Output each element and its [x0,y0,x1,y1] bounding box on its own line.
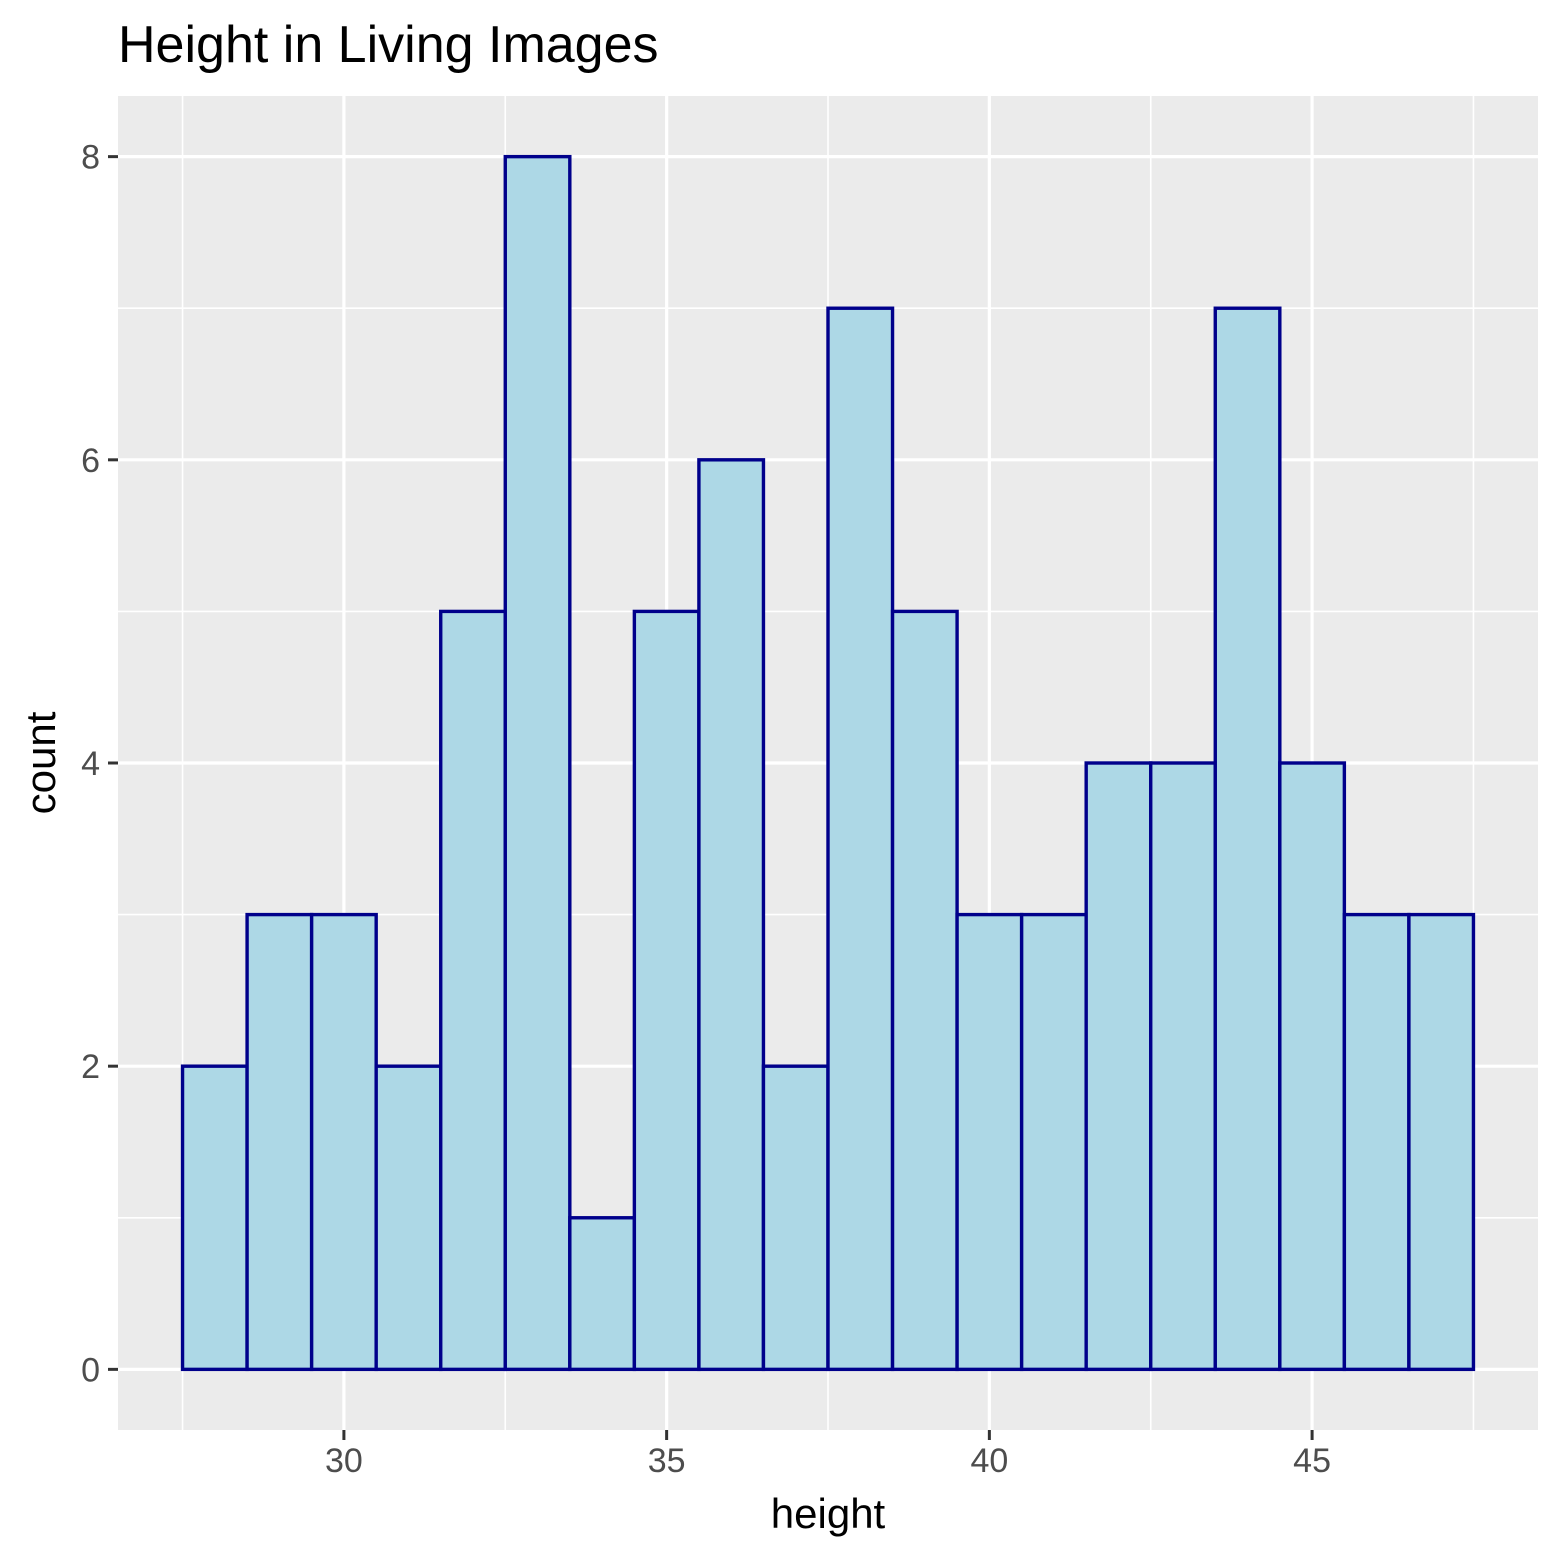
x-tick-label: 30 [325,1442,363,1480]
histogram-bar [632,609,701,1372]
histogram-bar [955,912,1024,1372]
y-tick-label: 8 [81,139,100,177]
histogram-bar [1149,761,1217,1372]
histogram-bars [180,154,1476,1372]
histogram-bar [761,1064,830,1372]
histogram-bar [890,609,959,1372]
histogram-bar [1019,912,1088,1372]
x-axis-title: height [771,1490,886,1537]
y-tick-label: 2 [81,1048,100,1086]
x-tick-label: 35 [648,1442,686,1480]
histogram-bar [1407,912,1476,1372]
y-tick-label: 4 [81,745,100,783]
histogram-bar [1213,306,1282,1372]
histogram-bar [1342,912,1411,1372]
histogram-bar [245,912,314,1372]
histogram-bar [697,458,766,1372]
histogram-bar [826,306,895,1372]
histogram-bar [374,1064,443,1372]
y-tick-label: 0 [81,1351,100,1389]
chart-title: Height in Living Images [118,16,659,74]
histogram-bar [503,154,572,1372]
histogram-bar [568,1216,637,1372]
y-axis: 0 2 4 6 8 [81,139,118,1389]
x-axis: 30 35 40 45 [325,1430,1331,1480]
histogram-bar [1278,761,1347,1372]
histogram-bar [309,912,378,1372]
histogram-bar [180,1064,249,1372]
x-tick-label: 45 [1293,1442,1331,1480]
histogram-bar [439,609,507,1372]
y-axis-title: count [17,711,64,814]
y-tick-label: 6 [81,442,100,480]
x-tick-label: 40 [970,1442,1008,1480]
histogram-bar [1084,761,1153,1372]
